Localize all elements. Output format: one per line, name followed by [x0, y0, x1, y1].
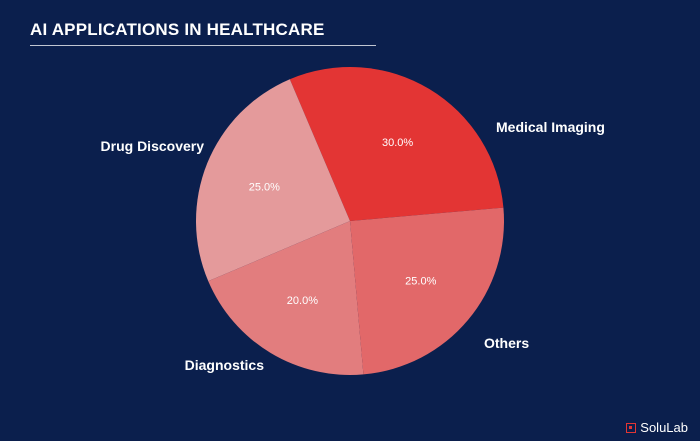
pie-slice-diagnostics [208, 221, 364, 375]
pie-slice-drug-discovery [350, 207, 504, 375]
pie-category-label: Medical Imaging [496, 119, 605, 135]
pie-value-label: 25.0% [405, 275, 436, 287]
pie-category-label: Others [484, 335, 529, 351]
pie-category-label: Drug Discovery [101, 138, 205, 154]
brand-logo-text: SoluLab [640, 420, 688, 435]
pie-category-label: Diagnostics [185, 357, 265, 373]
pie-value-label: 20.0% [287, 295, 318, 307]
brand-logo: SoluLab [626, 420, 688, 435]
pie-value-label: 30.0% [382, 137, 413, 149]
pie-slice-others [195, 79, 350, 282]
chart-title: AI APPLICATIONS IN HEALTHCARE [30, 20, 325, 39]
pie-slice-medical-imaging [289, 67, 504, 221]
title-underline [30, 45, 376, 46]
solulab-logo-icon [626, 422, 637, 433]
pie-value-label: 25.0% [249, 181, 280, 193]
